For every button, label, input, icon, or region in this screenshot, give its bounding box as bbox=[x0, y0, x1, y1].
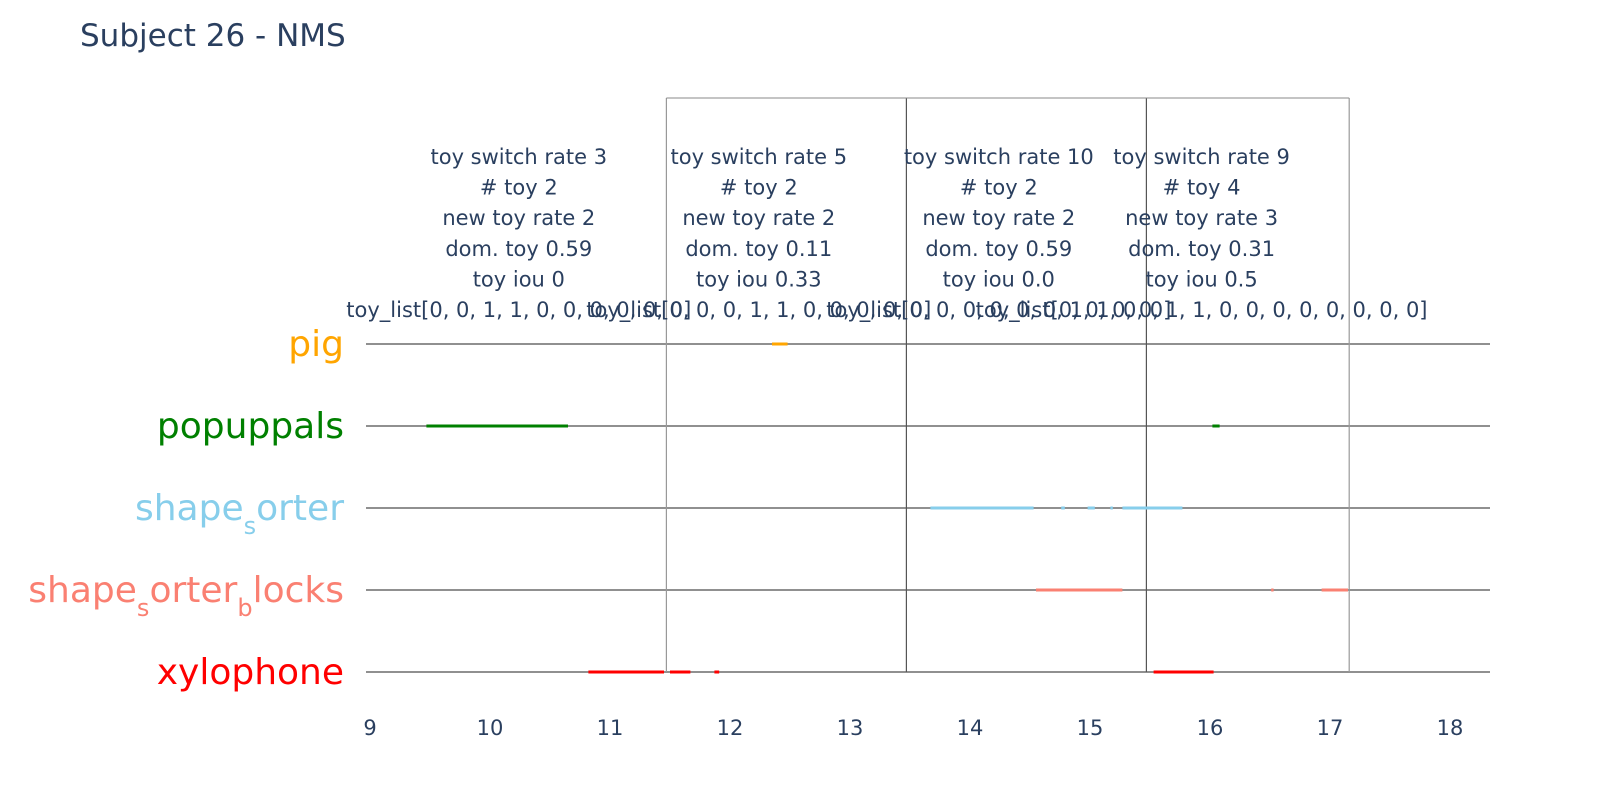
x-tick-label: 11 bbox=[597, 716, 624, 740]
category-labels: pig popuppals shapesorter shapesorterblocks… bbox=[28, 324, 344, 693]
category-label-xylophone: xylophone bbox=[157, 652, 344, 693]
x-tick-label: 16 bbox=[1197, 716, 1224, 740]
category-baselines bbox=[366, 344, 1490, 672]
x-tick-label: 12 bbox=[717, 716, 744, 740]
category-label-popuppals: popuppals bbox=[157, 406, 344, 447]
x-tick-label: 15 bbox=[1077, 716, 1104, 740]
x-tick-label: 14 bbox=[957, 716, 984, 740]
category-label-shape_sorter: shapesorter bbox=[135, 488, 344, 540]
window-annotations: toy switch rate 3 # toy 2 new toy rate 2 do… bbox=[346, 145, 1427, 323]
x-tick-label: 13 bbox=[837, 716, 864, 740]
category-label-shape_sorter_blocks: shapesorterblocks bbox=[28, 570, 344, 622]
category-label-pig: pig bbox=[288, 324, 344, 365]
x-tick-label: 9 bbox=[363, 716, 376, 740]
x-tick-label: 18 bbox=[1437, 716, 1464, 740]
window-annotation-3: toy switch rate 9 # toy 4 new toy rate 3 do… bbox=[976, 145, 1428, 323]
x-tick-label: 17 bbox=[1317, 716, 1344, 740]
x-tick-label: 10 bbox=[477, 716, 504, 740]
x-axis-ticks: 9 10 11 12 13 14 15 16 17 18 bbox=[363, 716, 1463, 740]
window-annotation-1: toy switch rate 5 # toy 2 new toy rate 2 do… bbox=[586, 145, 931, 323]
window-annotation-0: toy switch rate 3 # toy 2 new toy rate 2 do… bbox=[346, 145, 691, 323]
